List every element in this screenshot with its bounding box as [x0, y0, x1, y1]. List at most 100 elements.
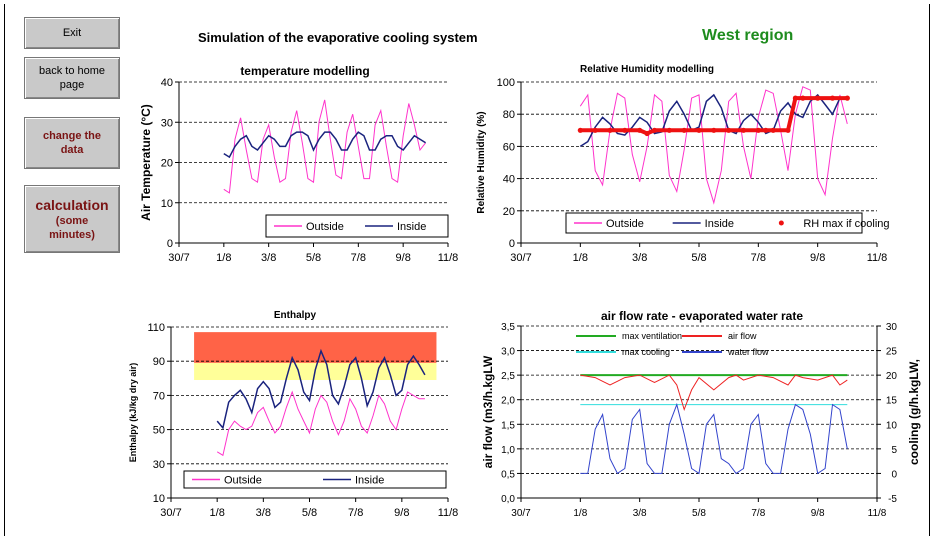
legend-label: Outside	[224, 475, 262, 487]
region-label: West region	[702, 27, 794, 44]
x-tick-label: 1/8	[210, 507, 225, 519]
y-tick-label: 3,0	[501, 347, 515, 358]
chart-0: temperature modelling Air Temperature (°C…	[139, 64, 458, 264]
series-line-1	[579, 93, 848, 148]
x-tick-label: 1/8	[573, 508, 587, 519]
x-tick-label: 1/8	[216, 252, 231, 264]
legend-label: max cooling	[622, 347, 670, 357]
calc-button-line1: calculation	[35, 196, 109, 213]
home-button-line1: back to home	[38, 65, 106, 77]
x-tick-label: 3/8	[632, 252, 647, 264]
x-tick-label: 5/8	[302, 507, 317, 519]
x-tick-label: 1/8	[573, 252, 588, 264]
y-tick-label: 0	[167, 238, 173, 250]
back-to-home-button[interactable]: back to home page	[24, 57, 120, 99]
legend-label: air flow	[728, 331, 757, 341]
calc-button-line3: minutes)	[49, 228, 95, 241]
y2-tick-label: 5	[891, 445, 897, 456]
y-tick-label: 100	[497, 77, 515, 89]
chart-band	[194, 332, 437, 363]
y-axis-label: Air Temperature (°C)	[139, 104, 153, 221]
y-tick-label: 40	[503, 174, 515, 186]
y-axis-label: Relative Humidity (%)	[476, 111, 487, 213]
series-line-2	[580, 374, 848, 412]
y-tick-label: 40	[161, 77, 173, 89]
y2-tick-label: 20	[886, 371, 898, 382]
y-tick-label: 1,0	[501, 445, 515, 456]
chart-title: air flow rate - evaporated water rate	[601, 309, 803, 323]
legend-label: Outside	[306, 221, 344, 233]
y2-tick-label: -5	[888, 494, 897, 505]
legend-label: Inside	[705, 218, 734, 230]
change-button-line1: change the	[42, 130, 102, 142]
y2-tick-label: 10	[886, 420, 898, 431]
change-data-button[interactable]: change the data	[24, 117, 120, 169]
x-tick-label: 3/8	[261, 252, 276, 264]
x-tick-label: 11/8	[867, 252, 888, 264]
legend-label: max ventilation	[622, 331, 682, 341]
y-tick-label: 1,5	[501, 420, 515, 431]
series-line-3	[580, 402, 848, 475]
calc-button-line2: (some	[55, 214, 89, 227]
x-tick-label: 7/8	[348, 507, 363, 519]
y-tick-label: 50	[153, 425, 165, 437]
y2-tick-label: 30	[886, 322, 898, 333]
series-line-1	[216, 348, 426, 430]
x-tick-label: 3/8	[633, 508, 647, 519]
y-tick-label: 60	[503, 141, 515, 153]
x-tick-label: 9/8	[394, 507, 409, 519]
y-tick-label: 2,0	[501, 396, 515, 407]
y-tick-label: 10	[161, 198, 173, 210]
x-tick-label: 30/7	[511, 508, 531, 519]
y-tick-label: 70	[153, 390, 165, 402]
y-tick-label: 20	[161, 158, 173, 170]
home-button-line2: page	[59, 79, 85, 91]
legend-label: Inside	[355, 475, 384, 487]
chart-title: temperature modelling	[240, 64, 369, 78]
legend-label: water flow	[727, 347, 769, 357]
y-tick-label: 0,5	[501, 469, 515, 480]
x-tick-label: 11/8	[438, 507, 459, 519]
page-title: Simulation of the evaporative cooling sy…	[198, 30, 478, 45]
worksheet-frame	[4, 4, 930, 536]
chart-2: Enthalpy Enthalpy (kJ/kg dry air) 10 30 50 70…	[128, 310, 458, 519]
y-axis-label: air flow (m3/h.kgLW	[481, 355, 495, 468]
x-tick-label: 5/8	[692, 508, 706, 519]
rh-max-line	[580, 96, 848, 136]
y-axis-label: Enthalpy (kJ/kg dry air)	[128, 363, 138, 463]
y-tick-label: 2,5	[501, 371, 515, 382]
calculation-button[interactable]: calculation (some minutes)	[24, 185, 120, 253]
x-tick-label: 7/8	[751, 508, 765, 519]
x-tick-label: 11/8	[868, 508, 887, 519]
series-line-0	[223, 99, 426, 194]
y2-tick-label: 25	[886, 347, 898, 358]
y-tick-label: 30	[153, 459, 165, 471]
chart-title: Relative Humidity modelling	[580, 64, 714, 75]
y2-tick-label: 0	[891, 469, 897, 480]
x-tick-label: 9/8	[396, 252, 411, 264]
x-tick-label: 7/8	[351, 252, 366, 264]
exit-button[interactable]: Exit	[24, 17, 120, 49]
series-line-0	[579, 86, 848, 205]
x-tick-label: 9/8	[810, 252, 825, 264]
x-tick-label: 30/7	[510, 252, 531, 264]
chart-title: Enthalpy	[274, 310, 317, 321]
x-tick-label: 5/8	[691, 252, 706, 264]
y-tick-label: 30	[161, 117, 173, 129]
series-line-1	[223, 131, 427, 159]
x-tick-label: 30/7	[168, 252, 189, 264]
legend-marker	[778, 220, 784, 226]
change-button-line2: data	[60, 144, 84, 156]
legend-label: Inside	[397, 221, 426, 233]
series-line-0	[216, 390, 425, 457]
y-tick-label: 20	[503, 206, 515, 218]
y-tick-label: 10	[153, 493, 165, 505]
y-tick-label: 0,0	[501, 494, 515, 505]
x-tick-label: 9/8	[811, 508, 825, 519]
x-tick-label: 11/8	[438, 252, 459, 264]
exit-button-label: Exit	[62, 27, 82, 39]
y-tick-label: 80	[503, 109, 515, 121]
x-tick-label: 30/7	[160, 507, 181, 519]
chart-3: air flow rate - evaporated water rate air…	[481, 309, 921, 519]
